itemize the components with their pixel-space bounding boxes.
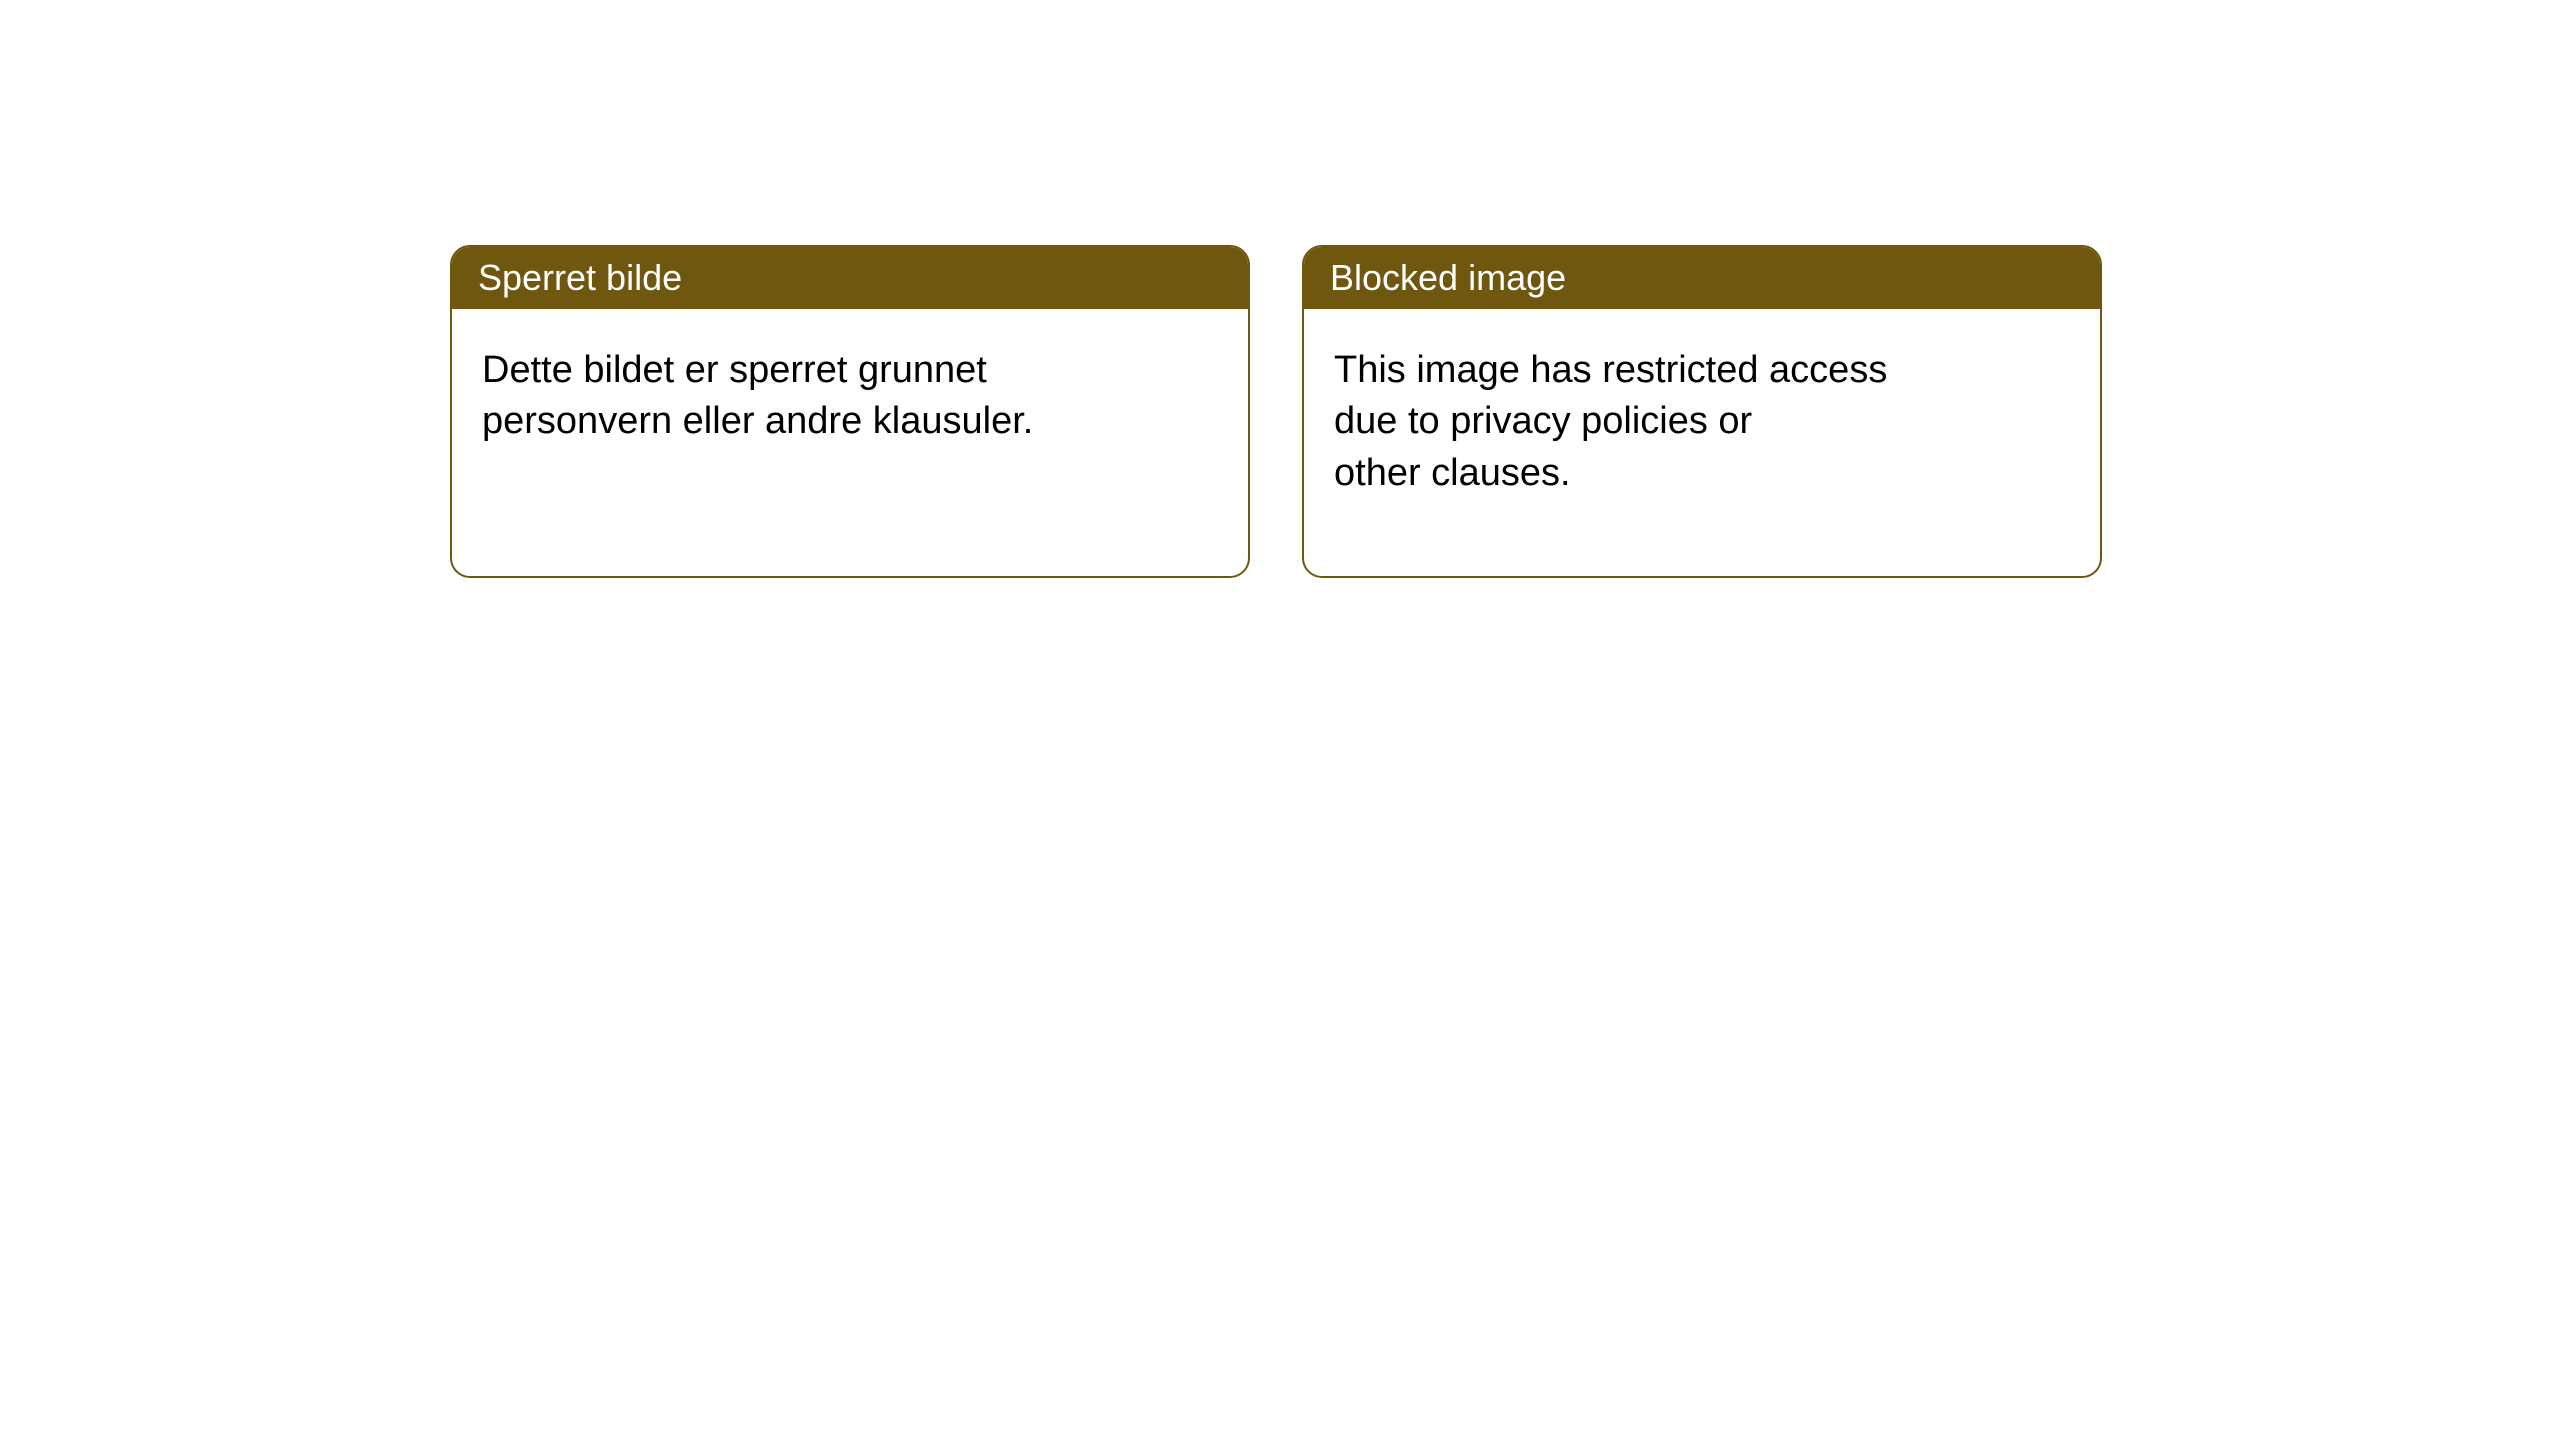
notice-body: This image has restricted access due to … bbox=[1304, 309, 1984, 535]
notice-header: Sperret bilde bbox=[452, 247, 1248, 309]
notice-card-norwegian: Sperret bilde Dette bildet er sperret gr… bbox=[450, 245, 1250, 578]
notice-body: Dette bildet er sperret grunnet personve… bbox=[452, 309, 1132, 484]
notice-container: Sperret bilde Dette bildet er sperret gr… bbox=[0, 0, 2560, 578]
notice-card-english: Blocked image This image has restricted … bbox=[1302, 245, 2102, 578]
notice-header: Blocked image bbox=[1304, 247, 2100, 309]
